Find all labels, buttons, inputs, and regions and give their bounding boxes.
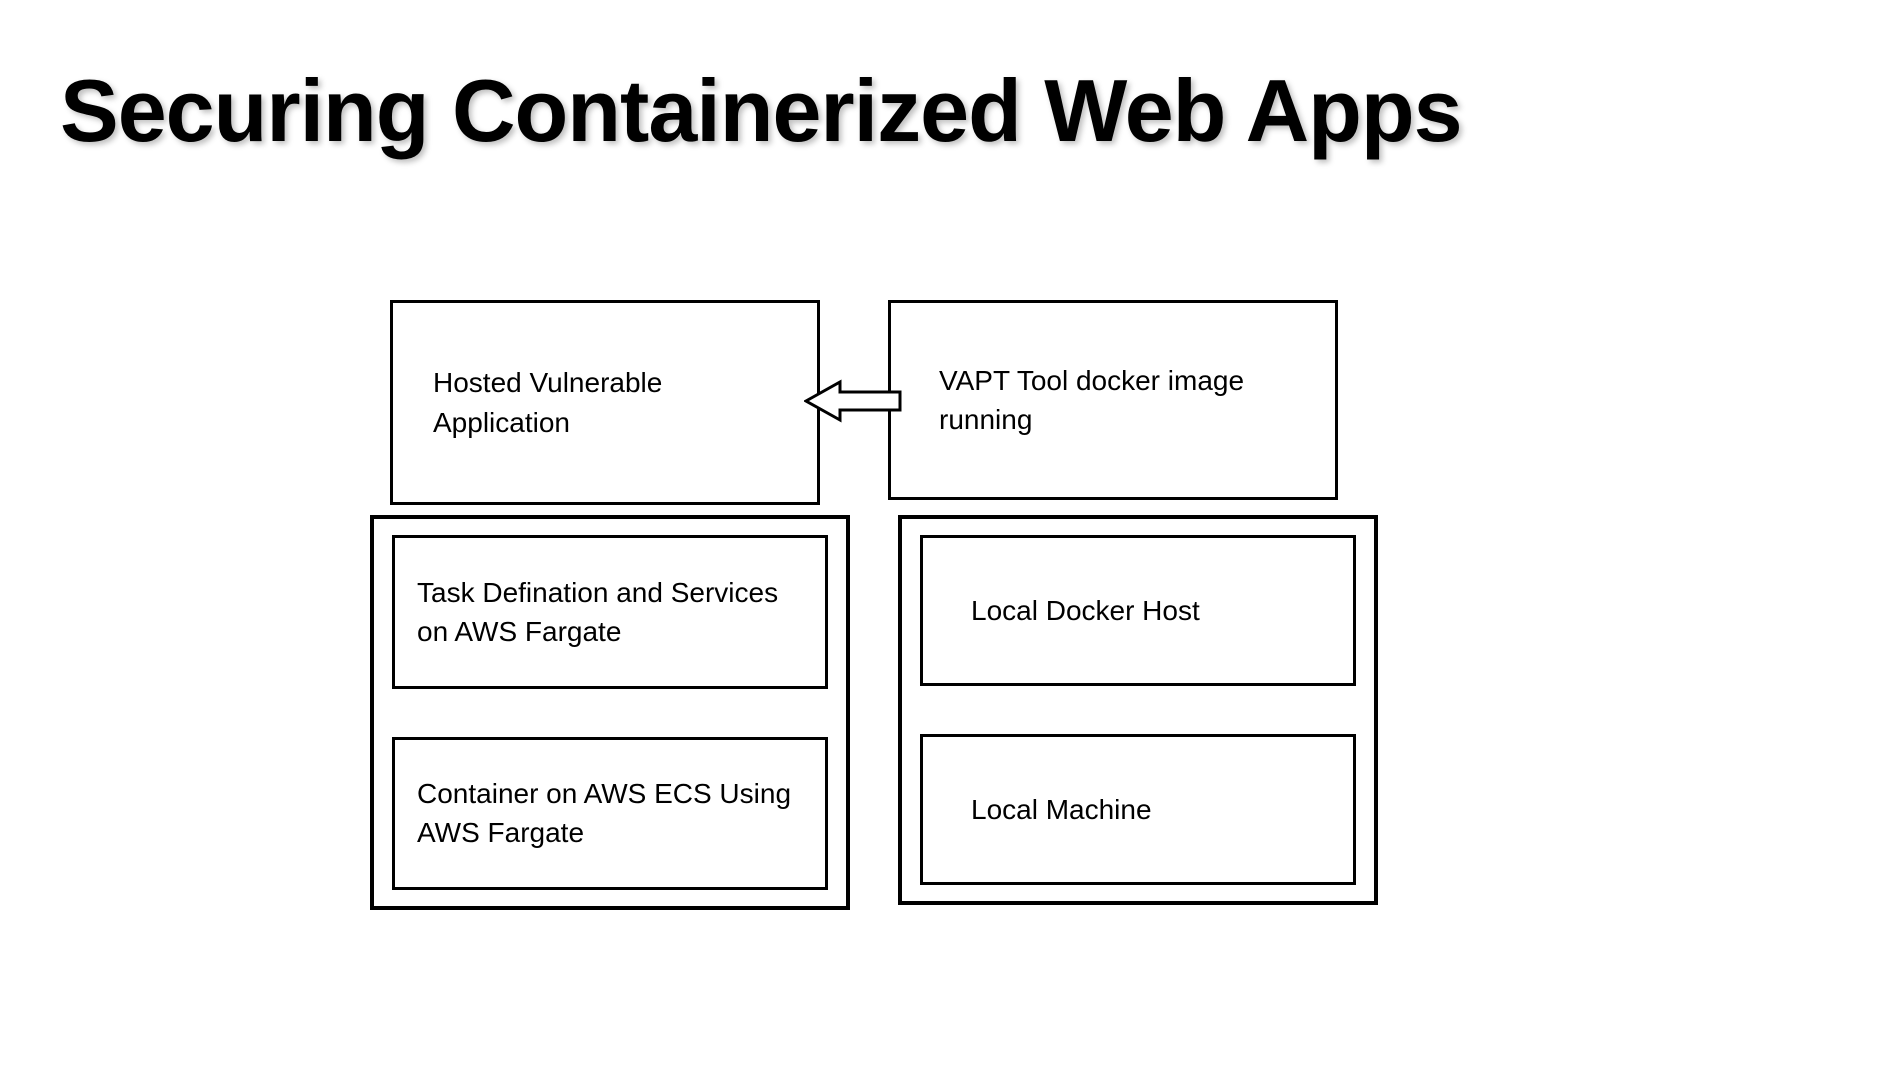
box-hosted-app: Hosted Vulnerable Application (390, 300, 820, 505)
arrow-left-icon (804, 378, 904, 424)
box-local-docker: Local Docker Host (920, 535, 1356, 686)
box-vapt-tool: VAPT Tool docker image running (888, 300, 1338, 500)
box-hosted-app-label: Hosted Vulnerable Application (433, 363, 787, 441)
group-local: Local Docker Host Local Machine (898, 515, 1378, 905)
page-title: Securing Containerized Web Apps (60, 60, 1462, 162)
group-aws: Task Defination and Services on AWS Farg… (370, 515, 850, 910)
box-vapt-tool-label: VAPT Tool docker image running (939, 361, 1305, 439)
box-local-docker-label: Local Docker Host (971, 591, 1200, 630)
architecture-diagram: Hosted Vulnerable Application VAPT Tool … (390, 300, 1390, 910)
bottom-row: Task Defination and Services on AWS Farg… (390, 515, 1390, 910)
box-container-ecs: Container on AWS ECS Using AWS Fargate (392, 737, 828, 891)
box-local-machine-label: Local Machine (971, 790, 1152, 829)
box-task-definition-label: Task Defination and Services on AWS Farg… (417, 573, 803, 651)
box-local-machine: Local Machine (920, 734, 1356, 885)
box-container-ecs-label: Container on AWS ECS Using AWS Fargate (417, 774, 803, 852)
box-task-definition: Task Defination and Services on AWS Farg… (392, 535, 828, 689)
top-row: Hosted Vulnerable Application VAPT Tool … (390, 300, 1390, 505)
